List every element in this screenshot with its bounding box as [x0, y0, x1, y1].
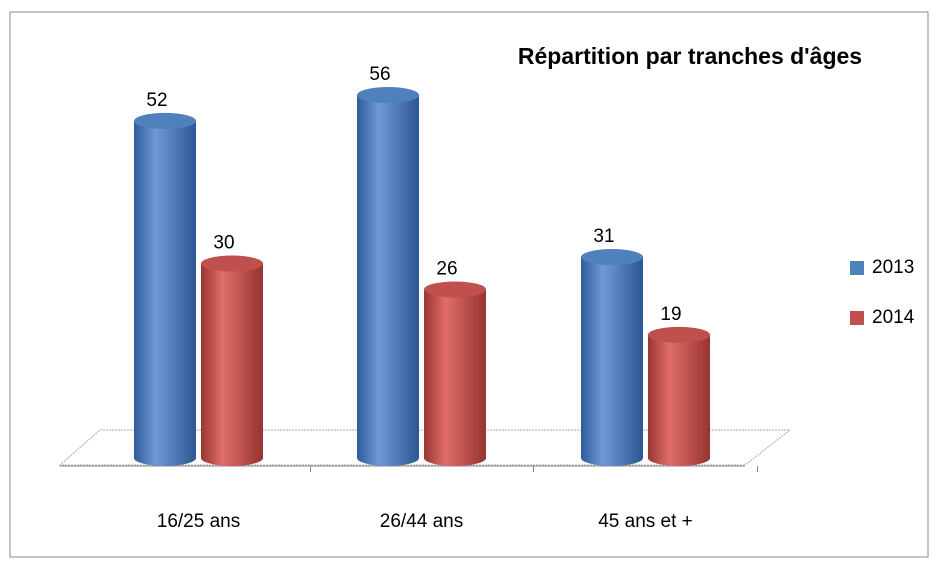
bar-body	[424, 289, 486, 458]
data-label: 19	[660, 304, 681, 325]
bar-top	[134, 112, 196, 129]
bar	[134, 112, 196, 466]
bar-body	[357, 95, 419, 458]
bar-top	[201, 255, 263, 272]
data-label: 31	[593, 226, 614, 247]
bar-top	[357, 87, 419, 103]
bar	[648, 326, 710, 466]
legend-label: 2014	[872, 307, 915, 328]
bar-body	[134, 120, 196, 458]
data-label: 30	[213, 233, 234, 254]
bar	[424, 281, 486, 466]
bar-top	[581, 249, 643, 266]
legend-swatch	[850, 261, 864, 275]
bar	[357, 87, 419, 466]
x-tick-label: 45 ans et +	[598, 511, 693, 532]
x-tick-label: 16/25 ans	[157, 511, 240, 532]
bar-top	[648, 326, 710, 343]
bar-body	[581, 257, 643, 458]
bar	[201, 255, 263, 466]
data-label: 56	[369, 64, 390, 85]
bar-body	[201, 263, 263, 458]
bar-body	[648, 334, 710, 458]
chart-title: Répartition par tranches d'âges	[518, 43, 862, 69]
legend-label: 2013	[872, 257, 914, 278]
bar	[581, 249, 643, 466]
legend-swatch	[850, 311, 864, 325]
x-tick-label: 26/44 ans	[380, 511, 463, 532]
data-label: 26	[436, 258, 457, 279]
data-label: 52	[146, 90, 167, 111]
bar-top	[424, 281, 486, 298]
